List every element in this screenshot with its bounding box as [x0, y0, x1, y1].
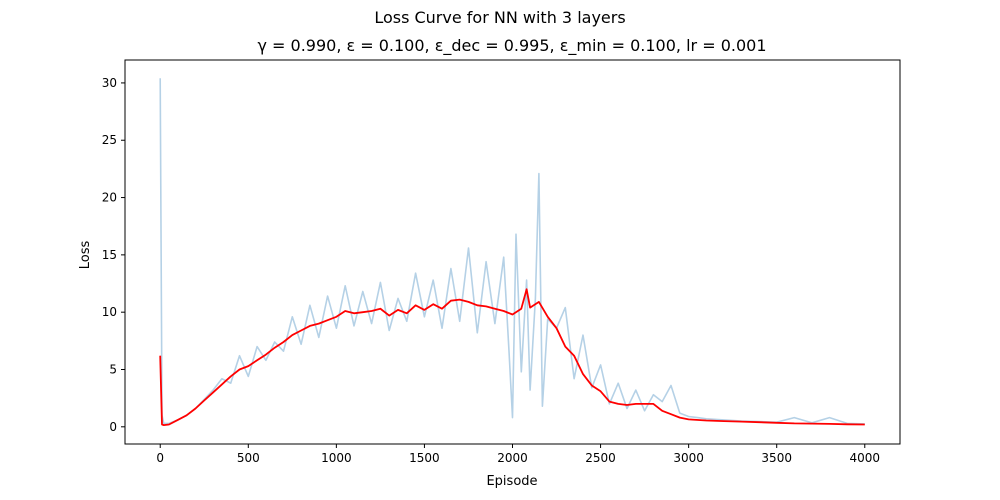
x-tick-label: 1500 [409, 451, 440, 465]
y-tick-label: 30 [102, 76, 117, 90]
y-tick-label: 20 [102, 191, 117, 205]
y-tick-label: 10 [102, 305, 117, 319]
x-tick-label: 1000 [321, 451, 352, 465]
x-tick-label: 2000 [497, 451, 528, 465]
x-axis-ticks: 0 500 1000 1500 2000 2500 3000 3500 4000 [156, 444, 880, 465]
plot-area [159, 78, 865, 427]
x-tick-label: 4000 [849, 451, 880, 465]
smoothed-loss-line [159, 288, 865, 427]
x-axis-label: Episode [486, 474, 537, 489]
y-tick-label: 5 [109, 362, 117, 376]
x-tick-label: 3500 [761, 451, 792, 465]
y-tick-label: 25 [102, 133, 117, 147]
x-tick-label: 3000 [673, 451, 704, 465]
x-tick-label: 0 [156, 451, 164, 465]
x-tick-label: 2500 [585, 451, 616, 465]
y-tick-label: 0 [109, 420, 117, 434]
x-tick-label: 500 [237, 451, 260, 465]
raw-loss-line [159, 78, 865, 425]
figure-suptitle: Loss Curve for NN with 3 layers [374, 8, 625, 27]
y-axis-label: Loss [78, 241, 93, 270]
axes-title: γ = 0.990, ε = 0.100, ε_dec = 0.995, ε_m… [257, 36, 766, 56]
y-tick-label: 15 [102, 248, 117, 262]
y-axis-ticks: 0 5 10 15 20 25 30 [102, 76, 125, 434]
